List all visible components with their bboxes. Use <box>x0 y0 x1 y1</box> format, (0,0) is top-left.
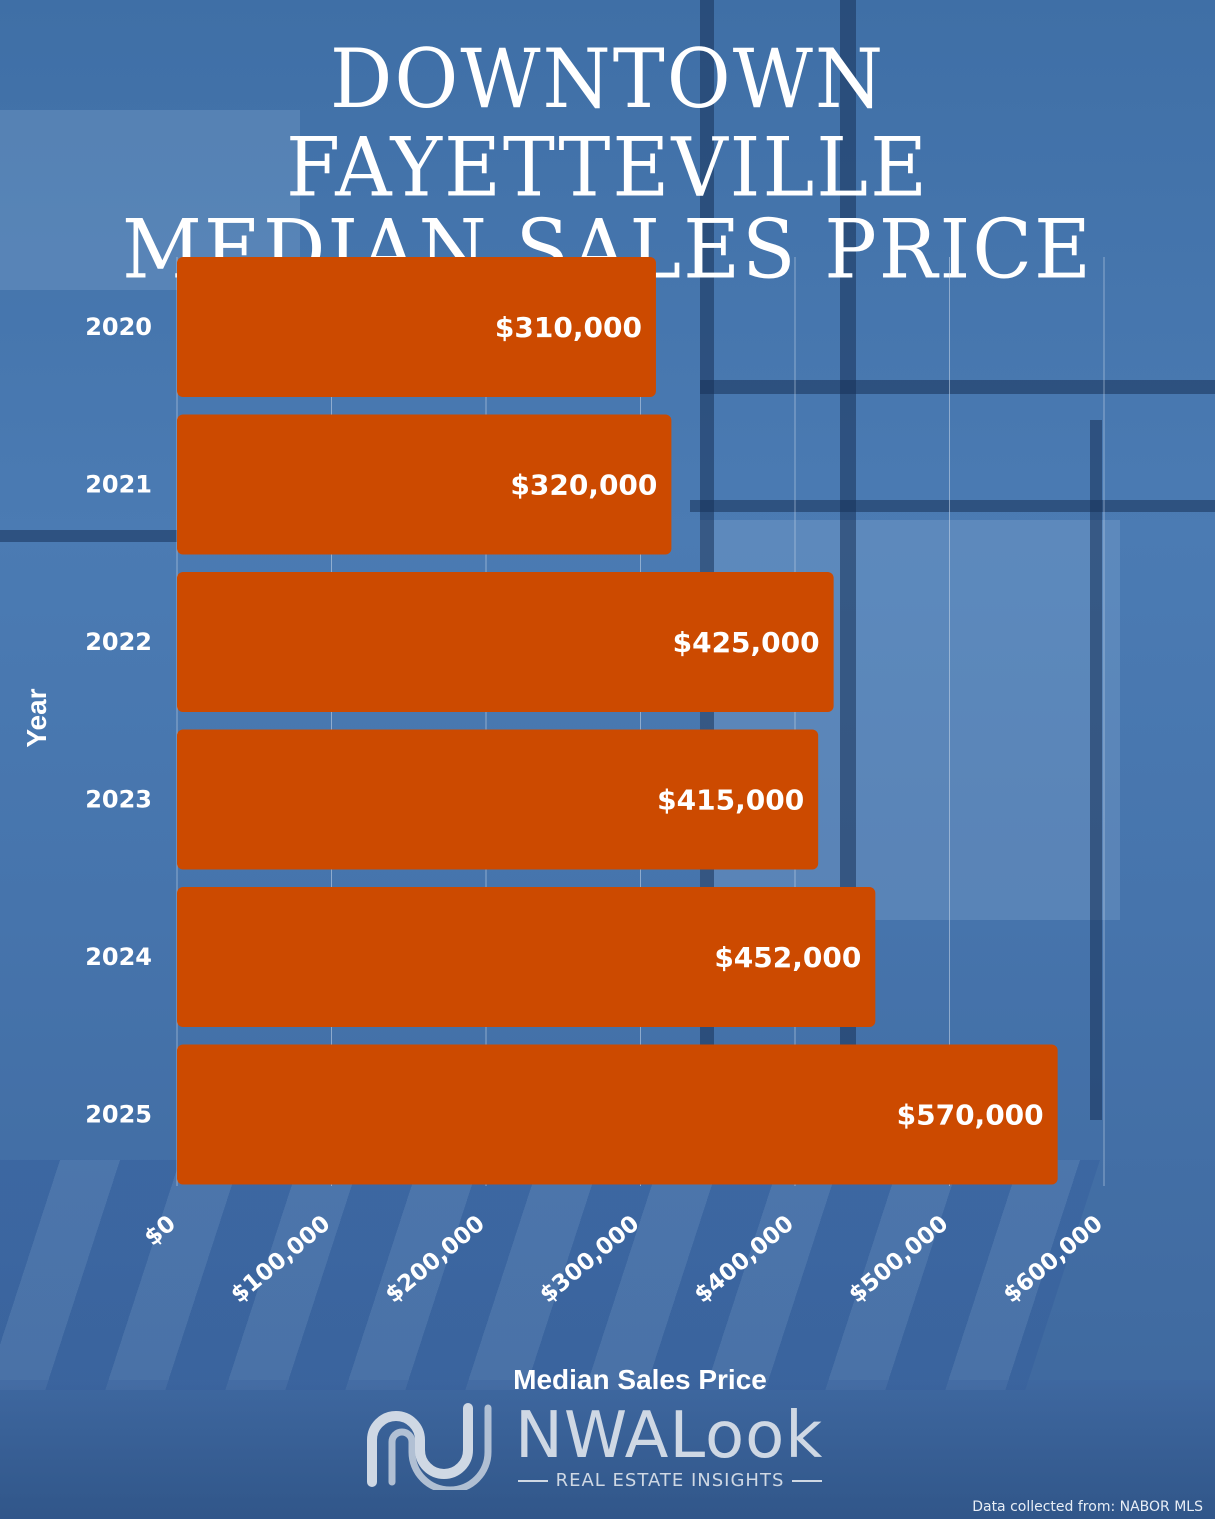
logo-tagline: REAL ESTATE INSIGHTS <box>500 1470 840 1491</box>
source-note: Data collected from: NABOR MLS <box>972 1499 1203 1515</box>
x-axis-title: Median Sales Price <box>513 1364 767 1395</box>
y-tick-label: 2025 <box>85 1101 152 1129</box>
gridlines <box>176 257 1105 1186</box>
bar-2021 <box>177 414 672 555</box>
y-tick-label: 2021 <box>85 471 152 499</box>
y-tick-label: 2022 <box>85 628 152 656</box>
bar-value-label: $570,000 <box>897 1099 1044 1132</box>
bars: $310,000 2020 $320,000 2021 $425,000 2022 $415… <box>85 257 1058 1185</box>
bar-2024 <box>177 887 876 1027</box>
y-tick-label: 2020 <box>85 313 152 341</box>
logo-mark-icon <box>367 1403 492 1494</box>
bar-2025 <box>177 1044 1058 1185</box>
x-tick-label: $100,000 <box>226 1211 335 1309</box>
logo-text: NWALook <box>515 1399 824 1473</box>
x-tick-label: $400,000 <box>690 1211 799 1309</box>
bar-value-label: $415,000 <box>657 784 804 817</box>
x-tick-label: $500,000 <box>844 1211 953 1309</box>
x-tick-labels: $0 $100,000 $200,000 $300,000 $400,000 $500,0… <box>140 1211 1108 1309</box>
bar-2022 <box>177 572 834 712</box>
nwalook-logo: NWALook REAL ESTATE INSIGHTS <box>360 1400 860 1500</box>
bar-value-label: $452,000 <box>714 941 861 974</box>
y-tick-label: 2023 <box>85 786 152 814</box>
bar-2020 <box>177 257 656 397</box>
x-tick-label: $300,000 <box>535 1211 644 1309</box>
bar-value-label: $320,000 <box>510 469 657 502</box>
title-line-1: DOWNTOWN FAYETTEVILLE <box>285 32 930 216</box>
bar-value-label: $310,000 <box>495 311 642 344</box>
y-tick-label: 2024 <box>85 943 152 971</box>
y-axis-title: Year <box>21 688 52 747</box>
bar-2023 <box>177 729 819 870</box>
x-tick-label: $200,000 <box>381 1211 490 1309</box>
bar-value-label: $425,000 <box>673 626 820 659</box>
x-tick-label: $600,000 <box>999 1211 1108 1309</box>
x-tick-label: $0 <box>140 1211 181 1251</box>
